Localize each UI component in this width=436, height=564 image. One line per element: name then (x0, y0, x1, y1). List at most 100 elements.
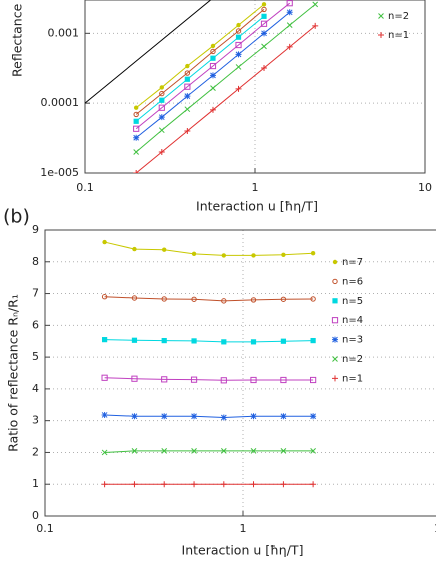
marker (161, 376, 168, 383)
legend-entry: n=1 (378, 30, 409, 41)
marker (102, 239, 107, 245)
y-tick-label: 0.0001 (41, 96, 80, 109)
y-tick-label: 7 (32, 287, 39, 300)
marker (101, 449, 108, 456)
y-tick-label: 1 (32, 477, 39, 490)
marker (133, 125, 140, 132)
marker (210, 85, 216, 92)
marker (221, 253, 227, 258)
marker (312, 22, 319, 29)
marker (235, 85, 242, 92)
x-tick-label: 10 (434, 522, 436, 535)
y-axis-label: Reflectance (10, 3, 25, 77)
marker (220, 414, 227, 421)
marker (220, 377, 227, 384)
marker (159, 90, 165, 97)
chart-panel: 0.001 0.0001 1e-005 0.1 1 10 n=2 n=1 Interaction… (10, 0, 432, 214)
marker (102, 337, 108, 343)
series-line (104, 296, 314, 302)
marker (185, 63, 190, 69)
marker (133, 111, 139, 118)
y-tick-label: 9 (32, 223, 39, 236)
marker (261, 64, 268, 71)
marker (220, 448, 227, 454)
marker (133, 170, 140, 173)
legend-label: n=7 (342, 257, 363, 268)
marker (235, 51, 242, 58)
marker (286, 0, 293, 7)
series-line (104, 377, 314, 381)
marker (280, 413, 287, 420)
legend-marker (332, 336, 338, 343)
marker (312, 1, 319, 8)
marker (159, 85, 165, 90)
y-tick-label: 4 (32, 382, 39, 395)
legend-entry: n=4 (331, 315, 363, 326)
marker (131, 481, 138, 488)
series-line (85, 0, 211, 104)
marker (191, 413, 198, 420)
marker (161, 296, 167, 302)
marker (191, 251, 197, 257)
x-tick-label: 1 (252, 181, 259, 194)
series-line (135, 2, 291, 130)
marker (190, 376, 198, 383)
y-tick-label: 2 (32, 445, 39, 458)
legend-label: n=3 (342, 335, 363, 346)
marker (133, 134, 140, 141)
marker (236, 22, 241, 28)
y-tick-label: 0.001 (48, 26, 80, 39)
marker (133, 149, 140, 155)
marker (261, 2, 267, 7)
marker (310, 376, 317, 384)
marker (191, 338, 197, 344)
marker (310, 337, 316, 344)
legend-entry: n=5 (332, 296, 363, 307)
marker (209, 62, 217, 70)
legend-entry: n=2 (378, 11, 409, 22)
marker (280, 481, 287, 488)
x-tick-label: 1 (240, 522, 247, 535)
marker (221, 298, 227, 304)
marker (221, 339, 227, 345)
y-axis-label: Ratio of reflectance Rₙ/R₁ (6, 294, 21, 452)
series-line (135, 3, 316, 153)
legend-entry: n=6 (332, 276, 363, 287)
marker (310, 413, 317, 420)
series-line (135, 15, 265, 122)
marker (131, 337, 138, 343)
x-tick-label: 0.1 (76, 181, 94, 194)
marker (131, 375, 138, 382)
legend-marker (332, 375, 338, 382)
marker (250, 297, 257, 303)
series-line (135, 25, 316, 173)
marker (209, 106, 216, 113)
marker (191, 448, 197, 454)
legend-label: n=2 (388, 11, 409, 22)
legend-marker (331, 317, 339, 324)
marker (184, 83, 191, 90)
legend-label: n=6 (342, 276, 363, 287)
marker (191, 481, 198, 488)
marker (286, 22, 293, 28)
marker (161, 448, 168, 454)
plot-area (101, 239, 317, 488)
marker (184, 76, 190, 82)
marker (280, 296, 287, 302)
legend-label: n=4 (342, 315, 363, 326)
marker (210, 48, 216, 55)
chart-panel: 0 1 2 3 4 5 6 7 8 9 0.1 1 10 n=7 n=6 n=5 n=4 n=3 n=2 n=1 Int… (3, 206, 436, 558)
marker (101, 294, 108, 300)
x-axis-label: Interaction u [ħη/T] (196, 199, 318, 214)
marker (161, 481, 168, 488)
marker (133, 118, 139, 124)
marker (281, 252, 286, 257)
marker (158, 104, 165, 111)
plot-area (85, 0, 319, 173)
marker (209, 72, 216, 79)
legend-entry: n=3 (332, 335, 363, 346)
marker (184, 106, 191, 113)
marker (158, 114, 165, 121)
x-tick-label: 0.1 (36, 522, 54, 535)
